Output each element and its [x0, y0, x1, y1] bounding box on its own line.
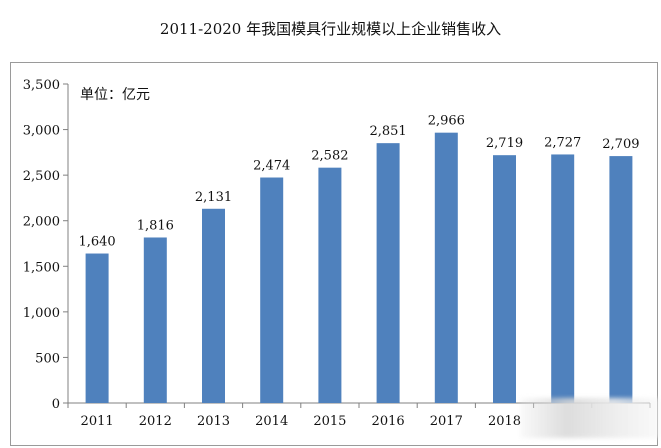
chart-frame [10, 62, 658, 446]
y-tick-label: 1,500 [23, 260, 60, 275]
bar [551, 154, 575, 403]
x-tick-label: 2018 [488, 414, 521, 429]
y-tick-label: 2,500 [23, 169, 60, 184]
bar [260, 177, 284, 403]
y-tick-label: 0 [52, 397, 60, 412]
value-label: 1,640 [78, 235, 115, 250]
bar [202, 208, 225, 403]
x-tick-label: 2015 [313, 414, 346, 429]
value-label: 2,131 [195, 190, 232, 205]
chart-title: 2011-2020 年我国模具行业规模以上企业销售收入 [159, 20, 502, 38]
value-label: 2,582 [311, 149, 348, 164]
value-label: 2,709 [602, 137, 639, 152]
bar [318, 167, 342, 403]
value-label: 2,966 [428, 114, 465, 129]
bar [434, 132, 458, 403]
bar [609, 156, 633, 403]
value-label: 2,851 [369, 124, 406, 139]
y-tick-label: 3,500 [23, 78, 60, 93]
x-tick-label: 2011 [81, 414, 114, 429]
blurred-watermark [520, 398, 660, 438]
bar [85, 253, 109, 403]
x-tick-label: 2016 [372, 414, 405, 429]
y-tick-label: 1,000 [23, 306, 60, 321]
y-tick-label: 2,000 [23, 215, 60, 230]
x-tick-label: 2013 [197, 414, 230, 429]
bar [493, 155, 516, 403]
y-tick-label: 3,000 [23, 124, 60, 139]
value-label: 2,719 [486, 136, 523, 151]
bar [376, 143, 400, 403]
x-tick-label: 2012 [139, 414, 172, 429]
value-label: 2,474 [253, 159, 290, 174]
x-tick-label: 2014 [255, 414, 288, 429]
x-tick-label: 2017 [430, 414, 463, 429]
bar [143, 237, 167, 403]
unit-label: 单位：亿元 [80, 87, 150, 103]
y-tick-label: 500 [35, 351, 60, 366]
value-label: 2,727 [544, 135, 581, 150]
value-label: 1,816 [137, 218, 174, 233]
